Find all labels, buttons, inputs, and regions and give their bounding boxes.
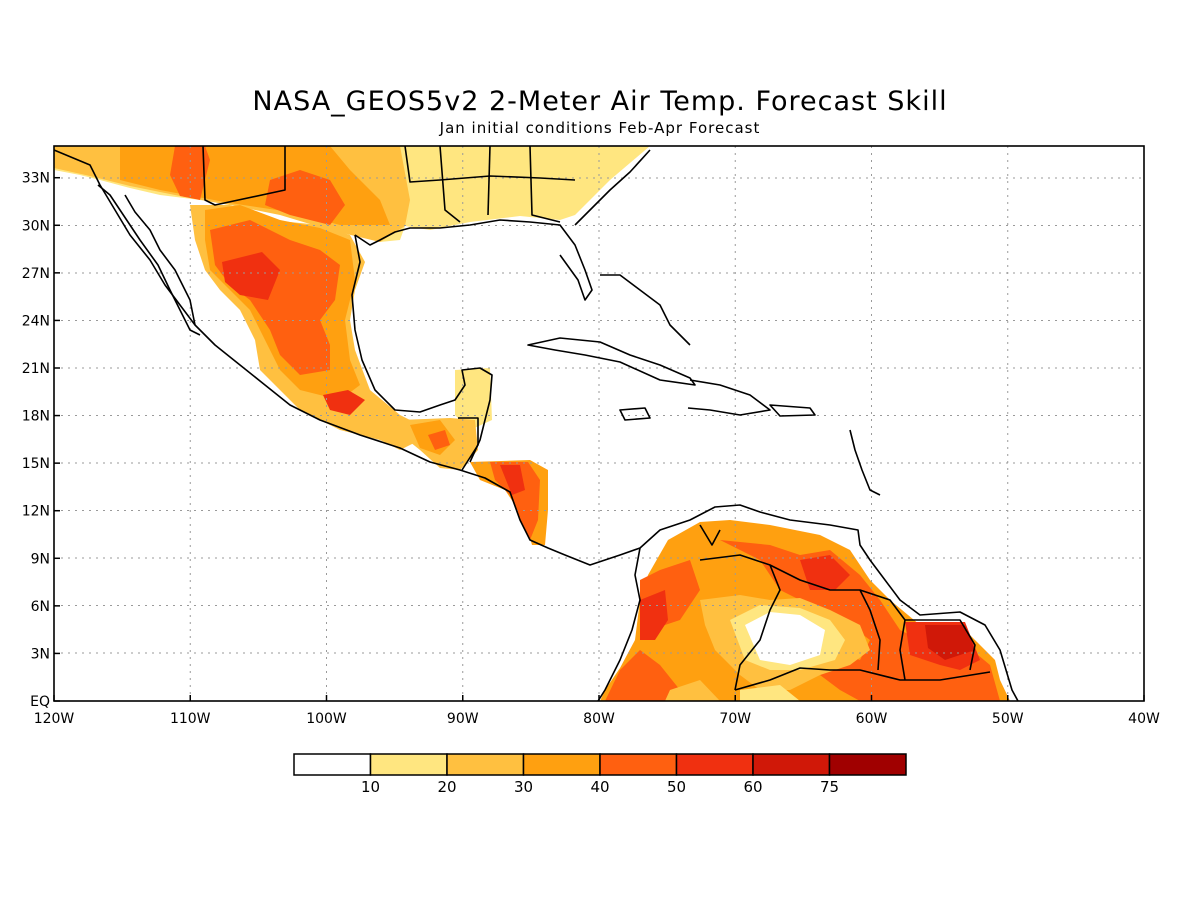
lon-tick-label: 120W: [34, 711, 75, 727]
lat-tick-label: 3N: [31, 646, 50, 662]
colorbar-swatch: [293, 753, 372, 776]
colorbar-swatch: [599, 753, 678, 776]
longitude-axis: 120W 110W 100W 90W 80W 70W 60W 50W 40W: [34, 695, 1160, 727]
colorbar-swatch: [369, 753, 448, 776]
colorbar-label: 20: [437, 778, 456, 796]
lat-tick-label: 6N: [31, 599, 50, 615]
lat-tick-label: EQ: [30, 694, 50, 710]
colorbar-swatch: [752, 753, 831, 776]
lat-tick-label: 24N: [22, 313, 50, 329]
gridlines: [54, 146, 1144, 701]
lat-tick-label: 12N: [22, 504, 50, 520]
lon-tick-label: 50W: [992, 711, 1024, 727]
lat-tick-label: 27N: [22, 266, 50, 282]
lat-tick-label: 21N: [22, 361, 50, 377]
colorbar-label: 40: [590, 778, 609, 796]
lat-tick-label: 30N: [22, 218, 50, 234]
lon-tick-label: 60W: [856, 711, 888, 727]
latitude-axis: 33N 30N 27N 24N 21N 18N 15N 12N 9N 6N 3N EQ: [22, 171, 60, 710]
lon-tick-label: 110W: [170, 711, 211, 727]
colorbar-swatch: [522, 753, 601, 776]
map-subtitle: Jan initial conditions Feb-Apr Forecast: [439, 119, 761, 137]
colorbar-swatch: [828, 753, 907, 776]
colorbar-label: 10: [361, 778, 380, 796]
lat-tick-label: 15N: [22, 456, 50, 472]
colorbar-label: 30: [514, 778, 533, 796]
colorbar-swatch: [675, 753, 754, 776]
lon-tick-label: 40W: [1128, 711, 1160, 727]
lon-tick-label: 80W: [583, 711, 615, 727]
lat-tick-label: 33N: [22, 171, 50, 187]
colorbar-legend: 10 20 30 40 50 60 75: [293, 753, 907, 796]
colorbar-label: 60: [743, 778, 762, 796]
skill-shading: [54, 146, 1010, 701]
colorbar-label: 75: [820, 778, 839, 796]
lon-tick-label: 100W: [306, 711, 347, 727]
coastlines: [54, 146, 1019, 701]
map-title: NASA_GEOS5v2 2-Meter Air Temp. Forecast …: [252, 86, 948, 117]
colorbar-label: 50: [667, 778, 686, 796]
lon-tick-label: 70W: [719, 711, 751, 727]
colorbar-swatch: [446, 753, 525, 776]
lon-tick-label: 90W: [447, 711, 479, 727]
lat-tick-label: 18N: [22, 409, 50, 425]
lat-tick-label: 9N: [31, 551, 50, 567]
